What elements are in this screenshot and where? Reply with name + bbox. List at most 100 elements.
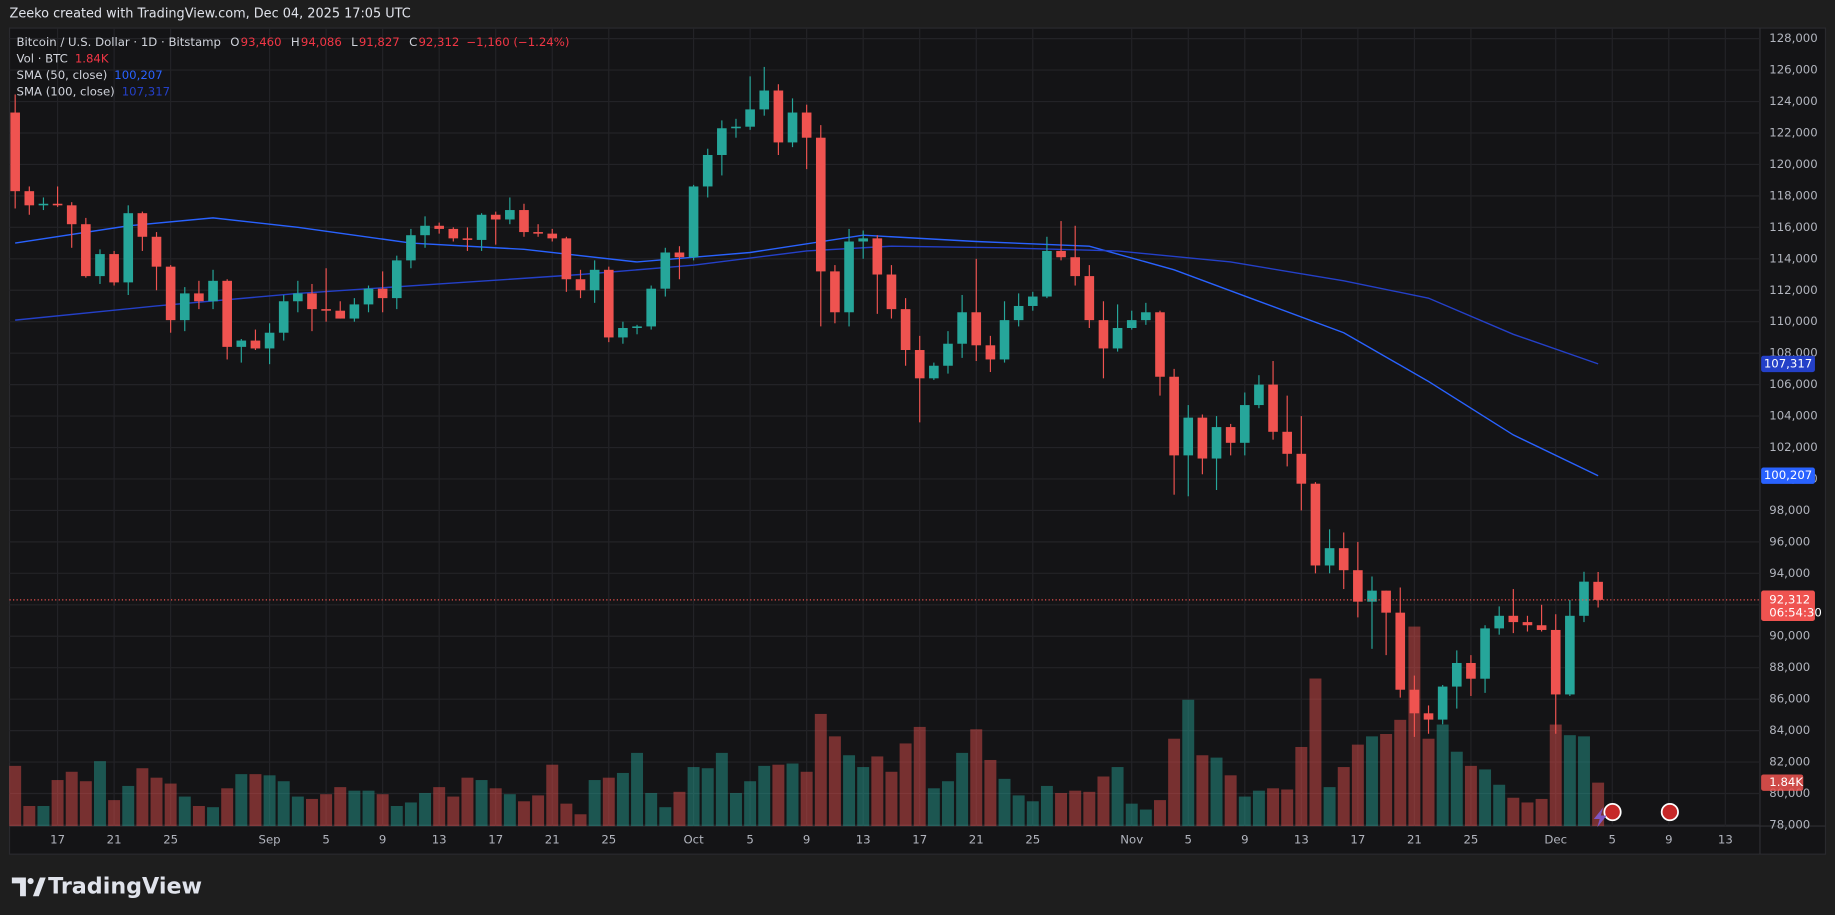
y-tick-label: 114,000 xyxy=(1769,251,1817,265)
legend-volume: Vol · BTC 1.84K xyxy=(17,51,109,65)
candle-body xyxy=(250,340,261,349)
candle-body xyxy=(448,228,459,239)
x-tick-label: 9 xyxy=(803,833,810,847)
candle-body xyxy=(929,365,939,379)
volume-bar xyxy=(348,790,361,827)
candle-body xyxy=(773,90,784,143)
volume-bar xyxy=(1224,775,1237,827)
volume-bar xyxy=(857,767,870,827)
volume-bar xyxy=(843,755,856,827)
candle-body xyxy=(1027,296,1038,306)
candle-body xyxy=(1423,713,1434,720)
y-tick-label: 82,000 xyxy=(1769,755,1810,769)
candle-body xyxy=(1494,615,1504,629)
volume-bar xyxy=(1549,724,1562,827)
volume-bar xyxy=(447,796,460,827)
volume-bar xyxy=(899,743,912,827)
legend-sma: SMA (50, close) 100,207 xyxy=(17,67,163,81)
legend-main: Bitcoin / U.S. Dollar · 1D · Bitstamp O93… xyxy=(17,35,570,49)
volume-bar xyxy=(489,788,502,827)
y-tick-label: 88,000 xyxy=(1769,660,1810,674)
legend-value: 93,460 xyxy=(241,35,282,49)
volume-bar xyxy=(1422,738,1435,827)
candle-body xyxy=(1466,662,1476,679)
volume-bar xyxy=(574,814,587,827)
logo-mark xyxy=(32,877,46,897)
volume-bar xyxy=(65,771,78,827)
legend-key: H xyxy=(291,35,300,49)
candle-body xyxy=(1367,590,1377,602)
candle-body xyxy=(1042,250,1052,297)
volume-bar xyxy=(1196,755,1209,827)
volume-bar xyxy=(1366,736,1378,827)
candle-body xyxy=(151,236,162,267)
candle-body xyxy=(1409,689,1420,714)
x-tick-label: Sep xyxy=(259,833,281,847)
volume-bar xyxy=(1323,787,1336,827)
volume-bar xyxy=(1125,803,1138,827)
candle-body xyxy=(52,203,63,206)
volume-bar xyxy=(927,788,940,827)
candle-body xyxy=(886,274,897,310)
event-icons xyxy=(1593,802,1679,828)
volume-bar xyxy=(1267,788,1280,827)
legend-sma-name: SMA (100, close) xyxy=(17,84,115,98)
y-tick-label: 118,000 xyxy=(1769,188,1817,202)
volume-bar xyxy=(1479,769,1492,827)
x-tick-label: 13 xyxy=(1294,833,1309,847)
legend-value: 94,086 xyxy=(301,35,342,49)
candle-body xyxy=(1593,581,1603,600)
candle-body xyxy=(1126,320,1137,328)
x-tick-label: 25 xyxy=(1025,833,1040,847)
volume-badge-label: 1.84K xyxy=(1769,775,1803,789)
y-tick-label: 86,000 xyxy=(1769,692,1810,706)
event-icon[interactable] xyxy=(1660,802,1679,822)
x-tick-label: 17 xyxy=(488,833,503,847)
volume-bar xyxy=(1436,724,1449,827)
x-tick-label: 25 xyxy=(601,833,616,847)
x-tick-label: 5 xyxy=(1609,833,1616,847)
volume-bar xyxy=(998,778,1011,827)
volume-bar xyxy=(1238,796,1251,827)
volume-bar xyxy=(79,781,92,827)
volume-bar xyxy=(1535,798,1548,827)
volume-bar xyxy=(93,761,106,827)
candle-body xyxy=(1013,305,1024,321)
candle-body xyxy=(1141,312,1151,321)
x-tick-label: 13 xyxy=(1718,833,1733,847)
volume-bar xyxy=(235,774,248,827)
candle-body xyxy=(1169,376,1179,456)
volume-bar xyxy=(291,796,304,827)
legend-sma: SMA (100, close) 107,317 xyxy=(17,84,171,98)
volume-bar xyxy=(1380,733,1393,827)
volume-bar xyxy=(1493,784,1506,827)
volume-bar xyxy=(730,793,742,827)
volume-bar xyxy=(1040,785,1053,827)
candle-body xyxy=(1296,453,1307,484)
candle-body xyxy=(561,238,572,280)
x-tick-label: 5 xyxy=(1185,833,1192,847)
candle-body xyxy=(971,312,982,346)
candle-body xyxy=(575,279,586,291)
candle-body xyxy=(632,326,642,328)
price-badge-label: 107,317 xyxy=(1764,356,1812,370)
legend-sma-value: 100,207 xyxy=(114,67,162,81)
volume-bar xyxy=(390,806,403,827)
candle-body xyxy=(1550,629,1561,695)
volume-bar xyxy=(433,787,446,827)
volume-bar xyxy=(9,765,22,827)
x-tick-label: Nov xyxy=(1120,833,1143,847)
candle-body xyxy=(1282,431,1292,454)
event-icon[interactable] xyxy=(1603,802,1622,822)
volume-bar xyxy=(1083,791,1096,827)
candle-body xyxy=(830,271,840,313)
candle-body xyxy=(476,214,487,240)
price-badge-label: 100,207 xyxy=(1764,468,1812,482)
candle-body xyxy=(490,214,501,220)
volume-bar xyxy=(362,790,375,827)
x-tick-label: 25 xyxy=(163,833,178,847)
x-tick-label: 13 xyxy=(432,833,447,847)
event-icon[interactable] xyxy=(1593,807,1607,828)
y-tick-label: 84,000 xyxy=(1769,723,1810,737)
volume-bar xyxy=(942,781,954,827)
